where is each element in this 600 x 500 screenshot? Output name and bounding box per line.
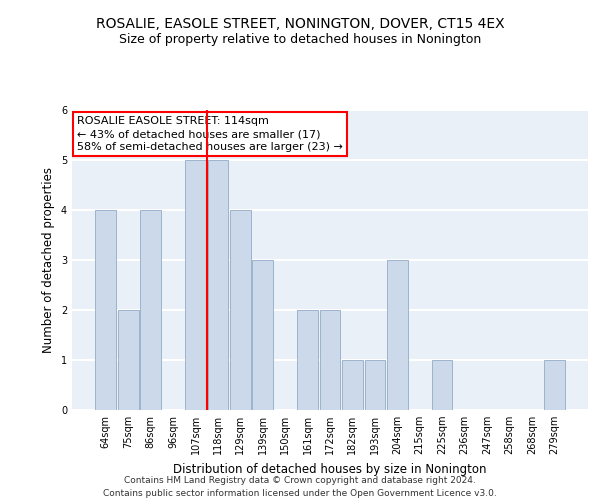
Text: Contains HM Land Registry data © Crown copyright and database right 2024.
Contai: Contains HM Land Registry data © Crown c… <box>103 476 497 498</box>
Bar <box>118 310 139 410</box>
Bar <box>253 260 273 410</box>
Text: ROSALIE EASOLE STREET: 114sqm
← 43% of detached houses are smaller (17)
58% of s: ROSALIE EASOLE STREET: 114sqm ← 43% of d… <box>77 116 343 152</box>
Bar <box>95 210 116 410</box>
Text: Size of property relative to detached houses in Nonington: Size of property relative to detached ho… <box>119 32 481 46</box>
Y-axis label: Number of detached properties: Number of detached properties <box>43 167 55 353</box>
Bar <box>342 360 363 410</box>
Text: ROSALIE, EASOLE STREET, NONINGTON, DOVER, CT15 4EX: ROSALIE, EASOLE STREET, NONINGTON, DOVER… <box>95 18 505 32</box>
Bar <box>387 260 407 410</box>
Bar <box>185 160 206 410</box>
X-axis label: Distribution of detached houses by size in Nonington: Distribution of detached houses by size … <box>173 462 487 475</box>
Bar <box>365 360 385 410</box>
Bar <box>544 360 565 410</box>
Bar <box>208 160 228 410</box>
Bar <box>432 360 452 410</box>
Bar <box>297 310 318 410</box>
Bar <box>140 210 161 410</box>
Bar <box>320 310 340 410</box>
Bar <box>230 210 251 410</box>
